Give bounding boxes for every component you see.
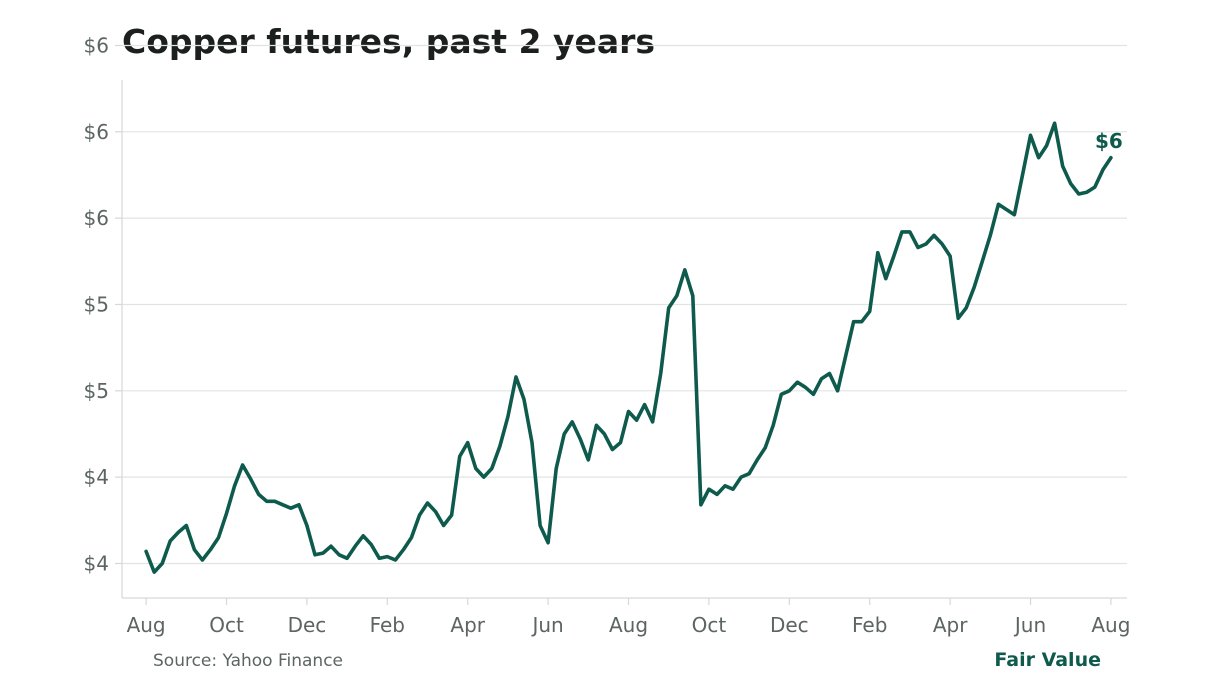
x-tick-label: Oct (692, 613, 727, 637)
x-tick-label: Dec (288, 613, 327, 637)
y-tick-label: $6 (84, 33, 109, 57)
x-tick-label: Aug (609, 613, 648, 637)
x-tick-label: Feb (852, 613, 887, 637)
x-tick-label: Aug (1091, 613, 1130, 637)
x-tick-label: Apr (933, 613, 968, 637)
series (144, 121, 1113, 574)
y-tick-label: $5 (84, 292, 109, 316)
x-tick-label: Oct (209, 613, 244, 637)
x-tick-label: Aug (127, 613, 166, 637)
source-note: Source: Yahoo Finance (153, 651, 343, 671)
x-tick-label: Feb (370, 613, 405, 637)
x-tick-label: Apr (450, 613, 485, 637)
price-line (144, 121, 1113, 574)
y-tick-label: $4 (84, 465, 109, 489)
x-ticks: Aug Oct Dec Feb Apr Jun Aug Oct Dec Feb Apr Jun Aug (127, 598, 1130, 637)
brand-logo: Fair Value (994, 649, 1101, 671)
y-ticks: $4 $4 $5 $5 $6 $6 $6 (84, 33, 122, 575)
chart-title: Copper futures, past 2 years (122, 22, 655, 61)
grid-lines (122, 44, 1127, 565)
y-tick-label: $4 (84, 551, 109, 575)
y-tick-label: $5 (84, 379, 109, 403)
end-value-label: $6 (1095, 129, 1123, 153)
axes (121, 80, 1127, 599)
x-tick-label: Jun (530, 613, 563, 637)
y-tick-label: $6 (84, 120, 109, 144)
x-tick-label: Jun (1013, 613, 1046, 637)
x-tick-label: Dec (770, 613, 809, 637)
y-tick-label: $6 (84, 206, 109, 230)
